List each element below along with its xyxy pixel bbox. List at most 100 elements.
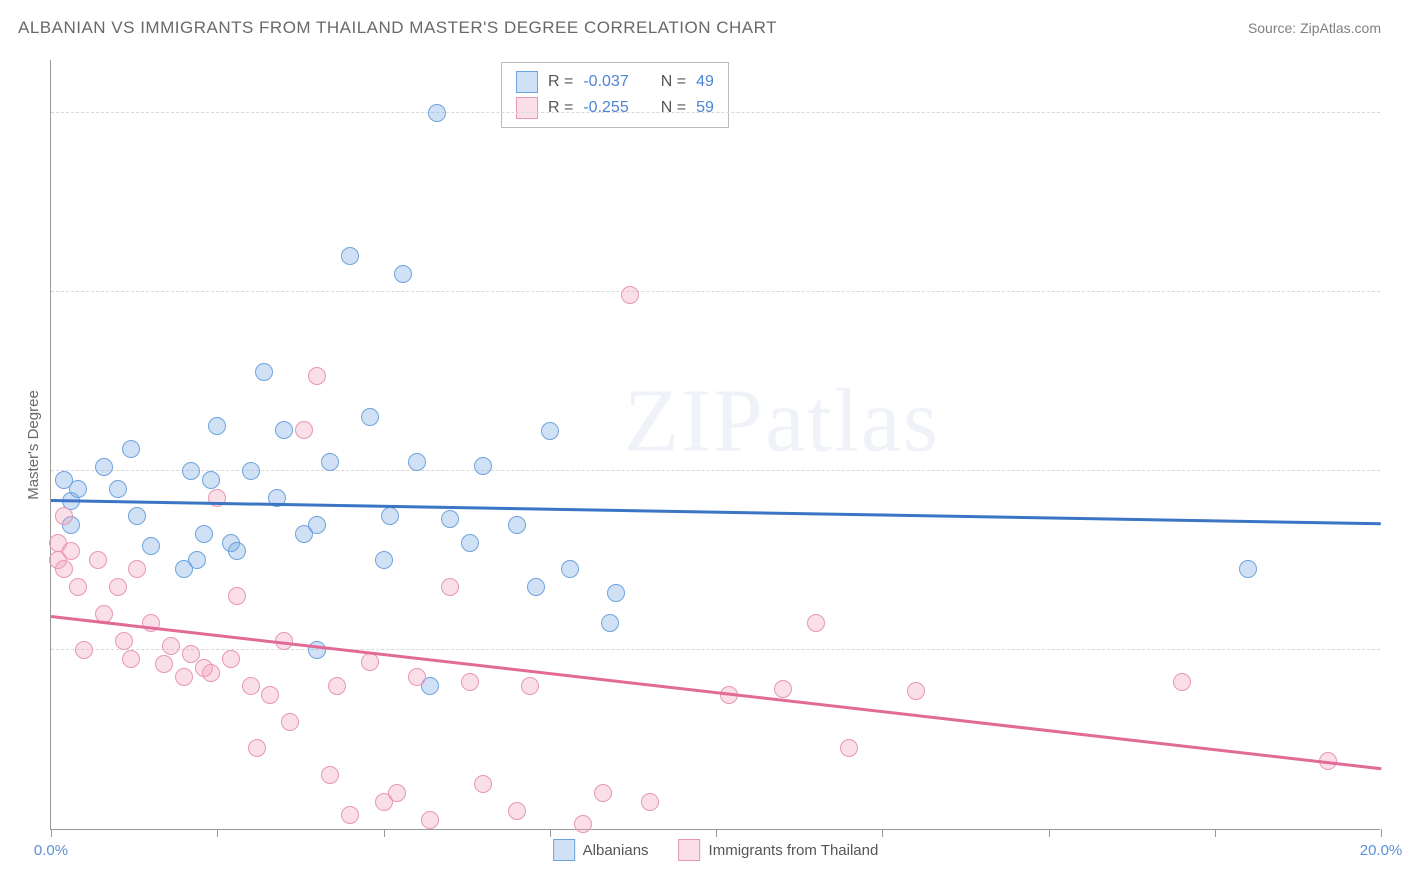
data-point: [202, 664, 220, 682]
stats-row: R = -0.255 N = 59: [516, 95, 714, 121]
data-point: [75, 641, 93, 659]
data-point: [621, 286, 639, 304]
data-point: [1173, 673, 1191, 691]
watermark-text: ZIPatlas: [624, 370, 940, 473]
data-point: [441, 578, 459, 596]
data-point: [607, 584, 625, 602]
data-point: [441, 510, 459, 528]
x-tick: [716, 829, 717, 837]
data-point: [142, 537, 160, 555]
trend-line: [51, 499, 1381, 525]
data-point: [295, 421, 313, 439]
y-tick-label: 30.0%: [1390, 266, 1406, 283]
data-point: [341, 247, 359, 265]
data-point: [242, 462, 260, 480]
data-point: [188, 551, 206, 569]
data-point: [394, 265, 412, 283]
data-point: [182, 645, 200, 663]
data-point: [561, 560, 579, 578]
stat-n-value: 49: [696, 73, 714, 91]
data-point: [69, 578, 87, 596]
stat-r-label: R =: [548, 73, 573, 91]
legend-swatch: [516, 97, 538, 119]
data-point: [321, 766, 339, 784]
data-point: [89, 551, 107, 569]
x-tick: [1049, 829, 1050, 837]
data-point: [228, 542, 246, 560]
data-point: [361, 653, 379, 671]
source-attribution: Source: ZipAtlas.com: [1248, 20, 1381, 36]
data-point: [175, 668, 193, 686]
data-point: [122, 650, 140, 668]
data-point: [474, 457, 492, 475]
data-point: [428, 104, 446, 122]
stat-r-value: -0.037: [583, 73, 628, 91]
stat-r-value: -0.255: [583, 99, 628, 117]
stat-r-label: R =: [548, 99, 573, 117]
data-point: [774, 680, 792, 698]
x-tick: [882, 829, 883, 837]
data-point: [248, 739, 266, 757]
y-tick-label: 10.0%: [1390, 624, 1406, 641]
data-point: [202, 471, 220, 489]
data-point: [421, 811, 439, 829]
data-point: [162, 637, 180, 655]
chart-title: ALBANIAN VS IMMIGRANTS FROM THAILAND MAS…: [18, 18, 777, 38]
data-point: [907, 682, 925, 700]
stat-n-label: N =: [661, 99, 686, 117]
data-point: [208, 417, 226, 435]
data-point: [255, 363, 273, 381]
data-point: [541, 422, 559, 440]
gridline-h: [51, 291, 1380, 292]
plot-area: ZIPatlas R = -0.037 N = 49 R = -0.255 N = 5…: [50, 60, 1380, 830]
data-point: [381, 507, 399, 525]
data-point: [55, 507, 73, 525]
data-point: [461, 534, 479, 552]
data-point: [1239, 560, 1257, 578]
data-point: [594, 784, 612, 802]
data-point: [361, 408, 379, 426]
data-point: [128, 560, 146, 578]
data-point: [69, 480, 87, 498]
x-tick: [550, 829, 551, 837]
data-point: [275, 421, 293, 439]
data-point: [228, 587, 246, 605]
data-point: [128, 507, 146, 525]
data-point: [328, 677, 346, 695]
data-point: [281, 713, 299, 731]
data-point: [122, 440, 140, 458]
legend-swatch: [553, 839, 575, 861]
data-point: [155, 655, 173, 673]
data-point: [222, 650, 240, 668]
legend-swatch: [679, 839, 701, 861]
data-point: [508, 516, 526, 534]
x-tick: [51, 829, 52, 837]
stat-n-label: N =: [661, 73, 686, 91]
x-tick: [217, 829, 218, 837]
data-point: [308, 516, 326, 534]
data-point: [195, 525, 213, 543]
data-point: [508, 802, 526, 820]
data-point: [95, 458, 113, 476]
gridline-h: [51, 649, 1380, 650]
data-point: [308, 367, 326, 385]
data-point: [62, 542, 80, 560]
data-point: [375, 551, 393, 569]
legend-label: Albanians: [583, 842, 649, 859]
stats-legend-box: R = -0.037 N = 49 R = -0.255 N = 59: [501, 62, 729, 128]
data-point: [474, 775, 492, 793]
data-point: [341, 806, 359, 824]
x-tick-label: 20.0%: [1360, 842, 1403, 859]
data-point: [261, 686, 279, 704]
data-point: [641, 793, 659, 811]
data-point: [527, 578, 545, 596]
data-point: [109, 480, 127, 498]
stat-n-value: 59: [696, 99, 714, 117]
data-point: [840, 739, 858, 757]
stats-row: R = -0.037 N = 49: [516, 69, 714, 95]
data-point: [461, 673, 479, 691]
data-point: [601, 614, 619, 632]
x-tick: [384, 829, 385, 837]
data-point: [388, 784, 406, 802]
data-point: [109, 578, 127, 596]
